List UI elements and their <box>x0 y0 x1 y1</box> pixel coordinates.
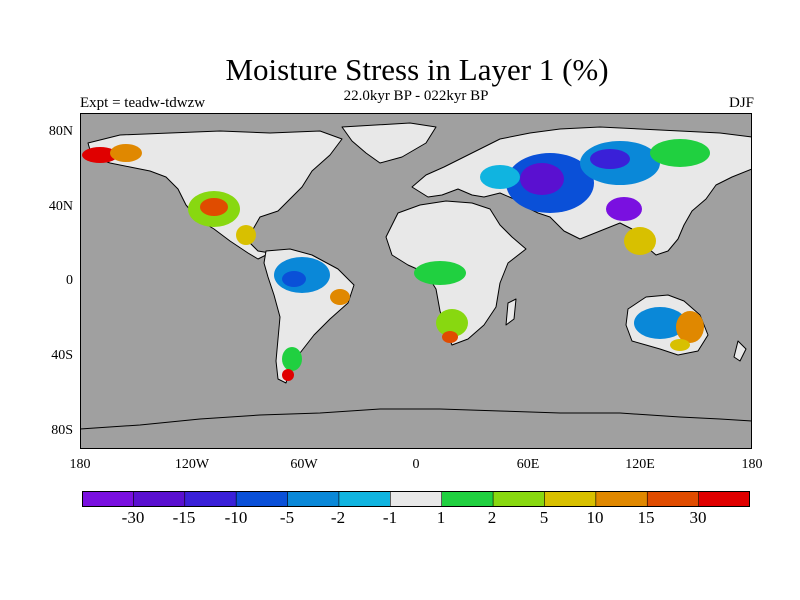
colorbar-label: -5 <box>279 508 295 527</box>
colorbar-label: -1 <box>382 508 398 527</box>
colorbar-swatch <box>235 491 289 507</box>
colorbar-label: -15 <box>172 508 196 527</box>
colorbar-label: 30 <box>689 508 707 527</box>
colorbar-label: -10 <box>224 508 248 527</box>
lon-tick-label: 180 <box>741 457 763 472</box>
colorbar-label: 2 <box>487 508 497 527</box>
anomaly-patch <box>520 163 564 195</box>
colorbar-label: -30 <box>121 508 145 527</box>
colorbar-swatch <box>698 491 750 507</box>
anomaly-patch <box>414 261 466 285</box>
lon-tick-label: 120W <box>174 457 210 472</box>
colorbar-label: 10 <box>586 508 604 527</box>
anomaly-patch <box>480 165 520 189</box>
colorbar-label: 1 <box>436 508 446 527</box>
anomaly-patch <box>82 147 118 163</box>
lon-tick-label: 120E <box>625 457 655 472</box>
colorbar-swatch <box>287 491 340 507</box>
season-label: DJF <box>728 95 754 111</box>
anomaly-patch <box>282 347 302 371</box>
colorbar-swatch <box>82 491 134 507</box>
lon-tick-label: 60W <box>290 457 318 472</box>
colorbar-swatch <box>441 491 494 507</box>
greenland-landmass <box>341 122 437 164</box>
anomaly-patch <box>110 144 142 162</box>
anomaly-patch <box>200 198 228 216</box>
anomaly-patch <box>442 331 458 343</box>
map-border <box>80 113 752 449</box>
lon-tick-label: 60E <box>516 457 540 472</box>
colorbar-swatch <box>595 491 648 507</box>
lon-tick-label: 180 <box>69 457 91 472</box>
anomaly-patch <box>236 225 256 245</box>
colorbar-swatch <box>338 491 391 507</box>
colorbar-label: 15 <box>637 508 655 527</box>
colorbar-border <box>82 491 750 507</box>
lat-tick-label: 80S <box>51 423 73 438</box>
anomaly-patch <box>676 311 704 343</box>
colorbar-swatch <box>492 491 546 507</box>
lat-tick-label: 40S <box>51 348 73 363</box>
new-zealand-landmass <box>733 340 747 362</box>
anomaly-patch <box>650 139 710 167</box>
map-subtitle: 22.0kyr BP - 022kyr BP <box>343 88 489 104</box>
madagascar-landmass <box>505 298 517 326</box>
anomaly-patch <box>624 227 656 255</box>
colorbar-label: 5 <box>539 508 549 527</box>
experiment-label: Expt = teadw-tdwzw <box>80 95 206 111</box>
lat-tick-label: 0 <box>66 273 73 288</box>
anomaly-patch <box>634 307 686 339</box>
map-title: Moisture Stress in Layer 1 (%) <box>225 52 609 87</box>
anomaly-patch <box>590 149 630 169</box>
colorbar-label: -2 <box>330 508 346 527</box>
anomaly-patch <box>282 369 294 381</box>
anomaly-patch <box>670 339 690 351</box>
anomaly-patch <box>606 197 642 221</box>
lon-tick-label: 0 <box>412 457 420 472</box>
colorbar-swatch <box>390 491 443 507</box>
colorbar <box>82 491 750 507</box>
lat-tick-label: 80N <box>48 124 73 139</box>
anomaly-patch <box>436 309 468 337</box>
world-map <box>80 113 752 449</box>
colorbar-swatch <box>184 491 237 507</box>
anomaly-patch <box>282 271 306 287</box>
colorbar-swatch <box>133 491 186 507</box>
colorbar-swatch <box>544 491 597 507</box>
lat-tick-label: 40N <box>48 199 73 214</box>
antarctica-landmass <box>80 408 752 430</box>
anomaly-patch <box>330 289 350 305</box>
colorbar-swatch <box>646 491 700 507</box>
anomaly-patches <box>82 139 710 381</box>
